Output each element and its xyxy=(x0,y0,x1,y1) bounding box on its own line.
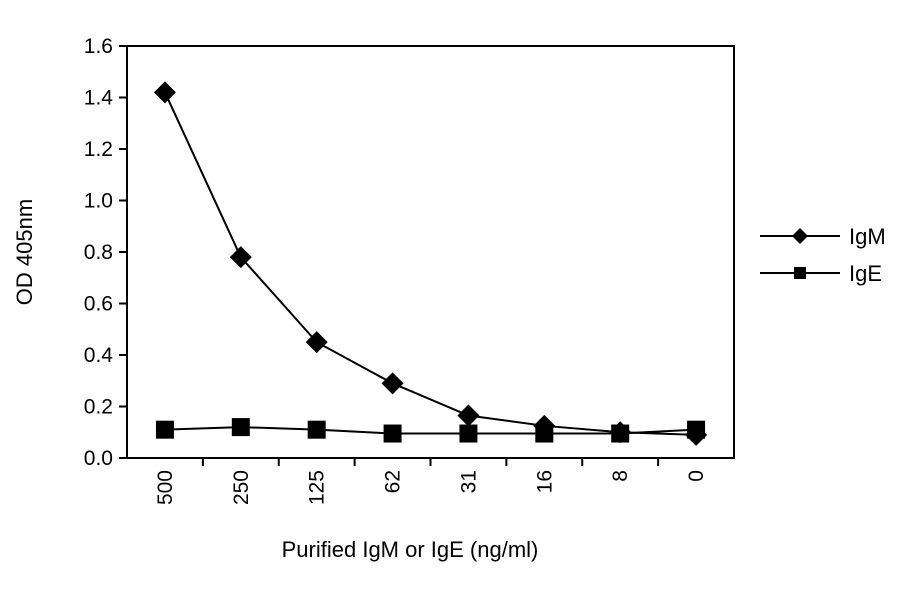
series-line-igm xyxy=(164,91,697,436)
legend-igm-label: IgM xyxy=(849,224,886,249)
y-tick-label: 1.0 xyxy=(84,190,113,213)
x-tick-label: 31 xyxy=(457,470,480,493)
data-point-igm xyxy=(229,246,252,269)
x-tick-label: 500 xyxy=(154,470,177,505)
data-point-ige xyxy=(155,420,174,439)
y-tick-label: 1.6 xyxy=(84,35,113,58)
data-point-igm xyxy=(457,404,480,427)
y-tick-label: 0.4 xyxy=(84,344,114,367)
data-point-ige xyxy=(307,420,326,439)
legend-igm-diamond-marker xyxy=(792,228,808,244)
series-layer xyxy=(153,81,708,446)
legend-ige-square-marker xyxy=(794,267,806,279)
x-tick-label: 62 xyxy=(382,470,405,493)
data-point-ige xyxy=(383,424,402,443)
x-tick-label: 0 xyxy=(685,470,708,482)
data-point-igm xyxy=(153,81,176,104)
legend-ige-label: IgE xyxy=(849,261,882,286)
x-axis: 500 250 125 62 31 16 8 0 xyxy=(154,458,708,505)
y-axis-title: OD 405nm xyxy=(12,199,37,305)
legend: IgM IgE xyxy=(760,224,886,286)
data-point-igm xyxy=(305,331,328,354)
data-point-ige xyxy=(231,418,250,437)
x-tick-label: 250 xyxy=(230,470,253,505)
y-axis: 0.0 0.2 0.4 0.6 0.8 1.0 1.2 1.4 1.6 xyxy=(84,35,127,470)
x-axis-title: Purified IgM or IgE (ng/ml) xyxy=(282,537,539,562)
x-tick-label: 125 xyxy=(306,470,329,505)
data-point-ige xyxy=(611,424,630,443)
data-point-igm xyxy=(381,372,404,395)
x-tick-label: 16 xyxy=(533,470,556,493)
y-tick-label: 0.0 xyxy=(84,447,113,470)
y-tick-label: 0.8 xyxy=(84,241,113,264)
y-tick-label: 0.2 xyxy=(84,396,113,419)
x-tick-label: 8 xyxy=(609,470,632,482)
plot-area-frame xyxy=(126,45,735,459)
data-point-ige xyxy=(687,420,706,439)
data-point-ige xyxy=(459,424,478,443)
series-line-ige xyxy=(164,426,697,435)
y-tick-label: 0.6 xyxy=(84,293,113,316)
y-tick-label: 1.2 xyxy=(84,138,113,161)
y-tick-label: 1.4 xyxy=(84,87,114,110)
data-point-ige xyxy=(535,424,554,443)
